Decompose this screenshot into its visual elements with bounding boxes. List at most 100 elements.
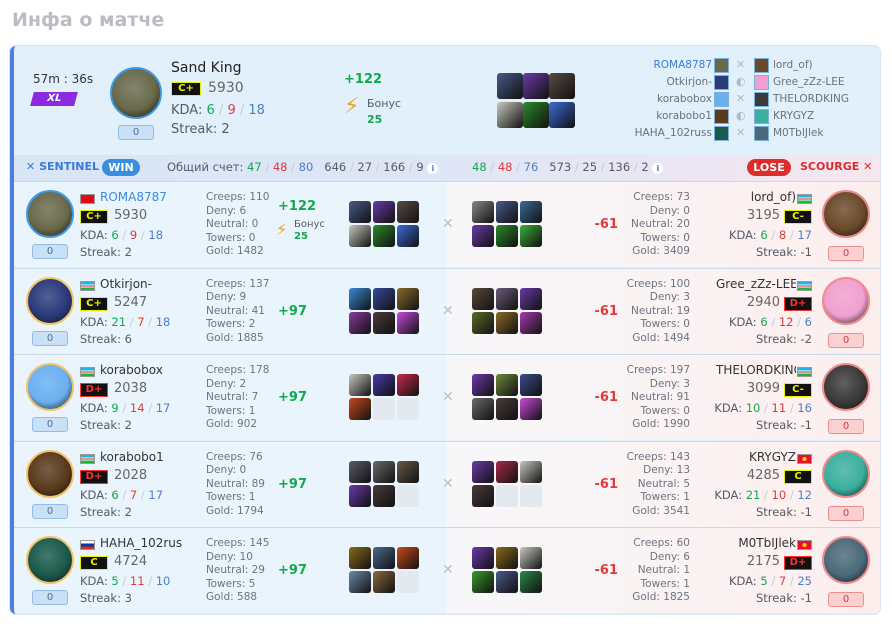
item-icon[interactable] bbox=[549, 102, 575, 128]
item-icon[interactable] bbox=[373, 547, 395, 569]
item-icon[interactable] bbox=[349, 484, 371, 507]
item-icon[interactable] bbox=[520, 374, 542, 396]
item-icon[interactable] bbox=[472, 311, 494, 334]
item-icon[interactable] bbox=[496, 225, 518, 247]
player-name[interactable]: ROMA8787 bbox=[100, 190, 167, 204]
player-name[interactable]: korabobox bbox=[100, 363, 163, 377]
player-link[interactable]: M0TbIJlek bbox=[773, 127, 824, 139]
item-icon[interactable] bbox=[523, 102, 549, 128]
item-icon[interactable] bbox=[496, 398, 518, 420]
item-icon[interactable] bbox=[349, 287, 371, 310]
swords-icon: ✕ bbox=[442, 562, 454, 578]
item-icon[interactable] bbox=[349, 398, 371, 420]
streak: Streak: -1 bbox=[755, 245, 812, 259]
item-icon[interactable] bbox=[520, 287, 542, 310]
player-name[interactable]: M0TbIJlek bbox=[738, 536, 796, 550]
item-icon[interactable] bbox=[472, 460, 494, 483]
item-icon[interactable] bbox=[520, 225, 542, 247]
item-icon[interactable] bbox=[472, 547, 494, 569]
hero-avatar[interactable] bbox=[26, 536, 74, 584]
item-icon[interactable] bbox=[472, 287, 494, 310]
item-icon[interactable] bbox=[373, 311, 395, 334]
item-icon[interactable] bbox=[523, 73, 549, 99]
hero-avatar[interactable] bbox=[822, 363, 870, 411]
hero-avatar[interactable] bbox=[822, 190, 870, 238]
item-icon[interactable] bbox=[496, 460, 518, 483]
item-icon[interactable] bbox=[496, 287, 518, 310]
item-icon[interactable] bbox=[472, 484, 494, 507]
player-name[interactable]: korabobo1 bbox=[100, 449, 164, 464]
item-icon[interactable] bbox=[349, 311, 371, 334]
item-icon[interactable] bbox=[373, 225, 395, 247]
stat-creeps: Creeps: 73 bbox=[633, 191, 690, 203]
item-icon[interactable] bbox=[497, 102, 523, 128]
hero-avatar[interactable] bbox=[26, 190, 74, 238]
item-icon[interactable] bbox=[472, 225, 494, 247]
hero-avatar[interactable] bbox=[822, 276, 870, 325]
item-icon[interactable] bbox=[520, 460, 542, 483]
player-name[interactable]: KRYGYZ bbox=[748, 449, 796, 464]
hero-avatar[interactable] bbox=[26, 276, 74, 325]
item-icon[interactable] bbox=[397, 225, 419, 247]
player-link[interactable]: lord_of) bbox=[773, 59, 813, 71]
item-icon[interactable] bbox=[472, 374, 494, 396]
item-icon[interactable] bbox=[496, 311, 518, 334]
item-icon[interactable] bbox=[520, 398, 542, 420]
player-name[interactable]: HAHA_102rus bbox=[100, 536, 183, 550]
hero-avatar[interactable] bbox=[26, 449, 74, 498]
item-icon[interactable] bbox=[373, 374, 395, 396]
item-icon[interactable] bbox=[373, 571, 395, 593]
item-icon[interactable] bbox=[472, 398, 494, 420]
info-icon[interactable]: i bbox=[652, 163, 664, 174]
hero-avatar[interactable] bbox=[822, 449, 870, 498]
player-link[interactable]: THELORDKING bbox=[773, 93, 850, 105]
item-icon[interactable] bbox=[397, 547, 419, 569]
item-icon[interactable] bbox=[520, 311, 542, 334]
player-link[interactable]: KRYGYZ bbox=[773, 110, 815, 122]
hero-avatar[interactable] bbox=[26, 363, 74, 411]
player-link[interactable]: Gree_zZz-LEE bbox=[773, 76, 845, 88]
hero-avatar[interactable] bbox=[110, 67, 162, 119]
item-icon[interactable] bbox=[373, 484, 395, 507]
player-name[interactable]: lord_of) bbox=[750, 190, 796, 204]
item-icon[interactable] bbox=[472, 571, 494, 593]
item-icon[interactable] bbox=[496, 201, 518, 223]
item-icon[interactable] bbox=[472, 201, 494, 223]
kills: 5 bbox=[760, 574, 768, 588]
item-icon[interactable] bbox=[373, 201, 395, 223]
player-name[interactable]: Gree_zZz-LEE bbox=[716, 276, 796, 291]
item-icon[interactable] bbox=[349, 547, 371, 569]
item-icon[interactable] bbox=[349, 225, 371, 247]
player-name[interactable]: THELORDKING bbox=[716, 363, 796, 377]
item-icon[interactable] bbox=[497, 73, 523, 99]
item-icon[interactable] bbox=[397, 311, 419, 334]
item-icon[interactable] bbox=[496, 374, 518, 396]
player-name[interactable]: Otkirjon- bbox=[100, 276, 152, 291]
item-icon[interactable] bbox=[349, 201, 371, 223]
info-icon[interactable]: i bbox=[427, 163, 439, 174]
item-icon[interactable] bbox=[397, 287, 419, 310]
item-icon[interactable] bbox=[373, 287, 395, 310]
item-icon[interactable] bbox=[349, 460, 371, 483]
player-link[interactable]: HAHA_102russ bbox=[634, 127, 712, 139]
item-icon[interactable] bbox=[397, 460, 419, 483]
item-icon[interactable] bbox=[549, 73, 575, 99]
streak: Streak: -1 bbox=[755, 418, 812, 432]
item-icon[interactable] bbox=[349, 374, 371, 396]
empty-item-slot bbox=[373, 398, 395, 420]
item-icon[interactable] bbox=[373, 460, 395, 483]
item-icon[interactable] bbox=[520, 571, 542, 593]
item-icon[interactable] bbox=[496, 571, 518, 593]
team-bar: ✕ SENTINEL WIN Общий счет: 47 / 48 / 80 … bbox=[14, 155, 880, 181]
item-icon[interactable] bbox=[520, 201, 542, 223]
item-icon[interactable] bbox=[397, 374, 419, 396]
item-icon[interactable] bbox=[496, 547, 518, 569]
item-icon[interactable] bbox=[397, 201, 419, 223]
player-link[interactable]: korabobox bbox=[657, 93, 712, 105]
item-icon[interactable] bbox=[349, 571, 371, 593]
hero-avatar[interactable] bbox=[822, 536, 870, 584]
player-link[interactable]: ROMA8787 bbox=[653, 59, 712, 71]
player-link[interactable]: Otkirjon- bbox=[666, 76, 712, 88]
item-icon[interactable] bbox=[520, 547, 542, 569]
player-link[interactable]: korabobo1 bbox=[656, 110, 712, 122]
